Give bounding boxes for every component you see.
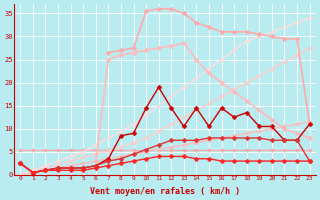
X-axis label: Vent moyen/en rafales ( km/h ): Vent moyen/en rafales ( km/h ) [90, 187, 240, 196]
